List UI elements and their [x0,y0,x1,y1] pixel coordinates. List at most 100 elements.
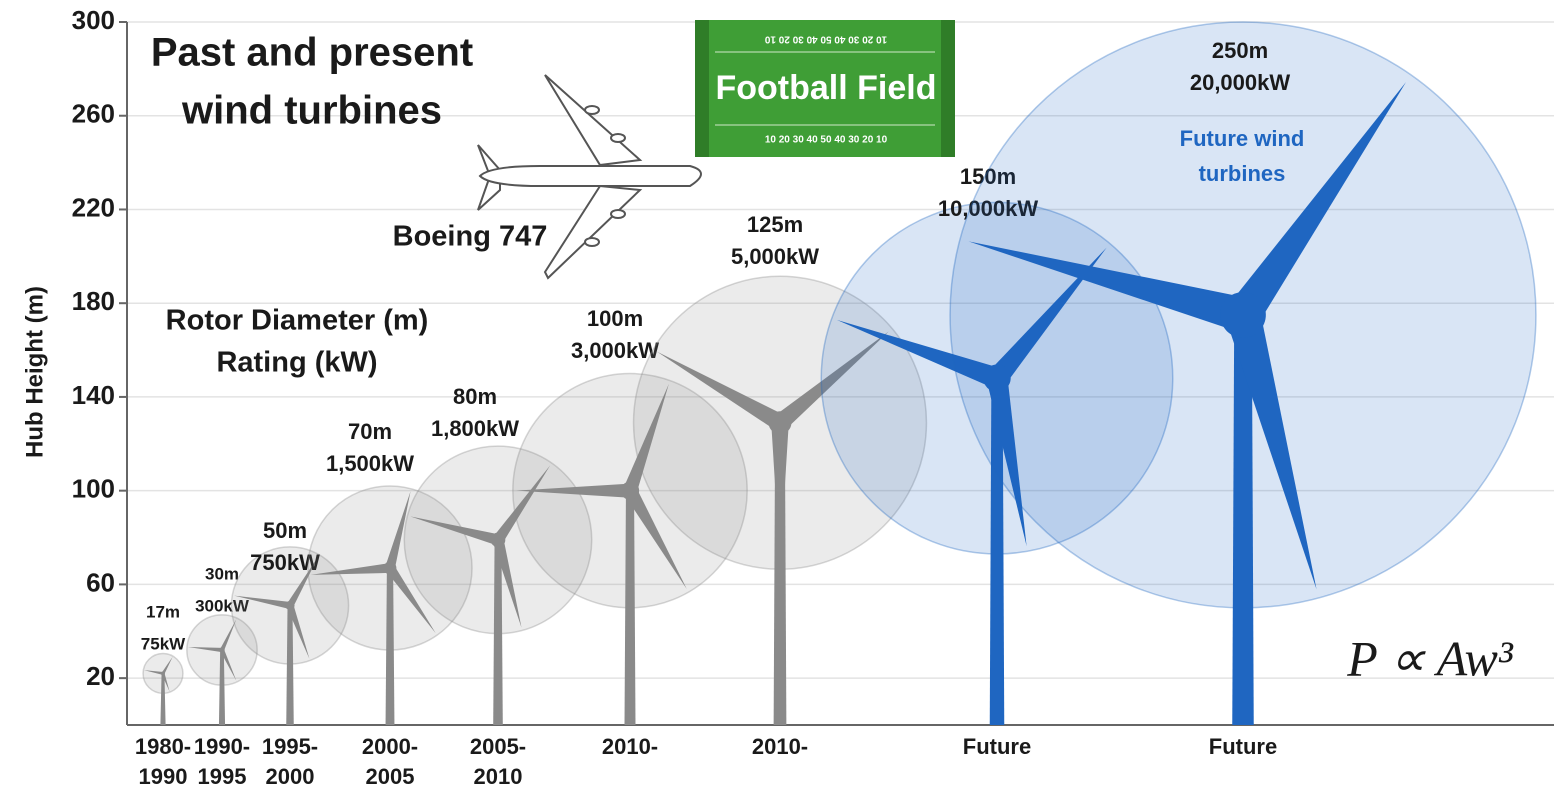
blade [656,351,785,431]
blade [161,672,170,692]
x-tick-label: 1990- [194,734,250,759]
blade [310,563,391,575]
legend-label: Rotor Diameter (m) [166,305,429,337]
data-label: 1,500kW [326,451,414,476]
x-tick-label: 2000- [362,734,418,759]
y-tick-label: 220 [72,192,115,222]
hub [161,671,165,676]
blade [771,422,789,565]
y-tick-label: 300 [72,5,115,35]
blade [623,487,687,590]
airplane [477,74,702,280]
blade [188,647,223,653]
blade [234,595,291,609]
data-label: 70m [348,419,392,444]
blade [516,483,630,498]
hub [219,647,225,653]
blade [988,247,1107,385]
data-label: 1,800kW [431,416,519,441]
blade [623,383,669,494]
data-label: 30m [205,564,239,583]
tower [286,605,294,725]
blade [410,516,500,546]
blade [492,538,522,628]
data-label: 250m [1212,38,1268,63]
y-tick-label: 100 [72,474,115,504]
field-marking: 10 20 30 40 50 40 30 20 10 [765,135,888,146]
tower [493,539,503,725]
y-tick-label: 180 [72,286,115,316]
tower [218,650,226,725]
y-tick-label: 140 [72,380,115,410]
x-tick-label: Future [1209,734,1277,759]
data-label: 125m [747,212,803,237]
hub [490,532,506,548]
tower [989,378,1005,725]
x-tick-label: 1980- [135,734,191,759]
hub [1220,292,1266,338]
hub [768,411,792,435]
annotation: turbines [1199,161,1286,186]
x-tick-label: 1995- [262,734,318,759]
chart-title: Past and present [151,31,473,75]
blade [286,556,319,608]
blade [220,619,237,651]
hub [285,600,295,611]
x-tick-label: Future [963,734,1031,759]
hub [620,481,640,500]
blade [286,604,310,659]
data-label: 150m [960,164,1016,189]
blade [220,649,237,681]
legend-label: Rating (kW) [216,347,377,379]
x-tick-label: 2000 [266,764,315,789]
x-tick-label: 1995 [198,764,247,789]
hub [383,561,397,575]
blade [385,491,411,570]
football-field [695,20,955,157]
x-tick-label: 2005- [470,734,526,759]
y-tick-label: 60 [86,567,115,597]
blade [385,565,436,634]
data-label: 300kW [195,596,250,615]
field-marking: 10 20 30 40 50 40 30 20 10 [764,33,887,44]
data-label: 10,000kW [938,196,1039,221]
data-label: 75kW [141,634,186,653]
blade [774,331,889,430]
data-label: 100m [587,306,643,331]
blade [836,319,1001,389]
x-tick-label: 2010- [602,734,658,759]
blade [1228,82,1406,325]
blade [143,670,164,675]
data-label: 17m [146,602,180,621]
hub [983,364,1011,392]
x-tick-label: 2010- [752,734,808,759]
y-tick-label: 20 [86,661,115,691]
annotation: Football Field [716,69,937,107]
blade [161,656,173,675]
chart-title: wind turbines [181,89,442,133]
tower [1232,314,1254,725]
annotation: Boeing 747 [393,221,548,253]
blade [493,465,551,544]
data-label: 3,000kW [571,338,659,363]
blade [968,241,1248,332]
x-tick-label: 2010 [474,764,523,789]
data-label: 20,000kW [1190,70,1291,95]
data-label: 80m [453,384,497,409]
tower [385,567,395,725]
data-label: 750kW [250,550,320,575]
blade [986,376,1027,547]
data-label: 50m [263,518,307,543]
formula: P ∝ Aw³ [1346,630,1514,686]
y-tick-label: 260 [72,99,115,129]
data-label: 5,000kW [731,244,819,269]
x-tick-label: 2005 [366,764,415,789]
tower [624,490,636,725]
blade [1226,310,1317,590]
annotation: Future wind [1180,126,1305,151]
y-axis-title: Hub Height (m) [21,286,48,458]
x-tick-label: 1990 [139,764,188,789]
tower [160,673,166,725]
